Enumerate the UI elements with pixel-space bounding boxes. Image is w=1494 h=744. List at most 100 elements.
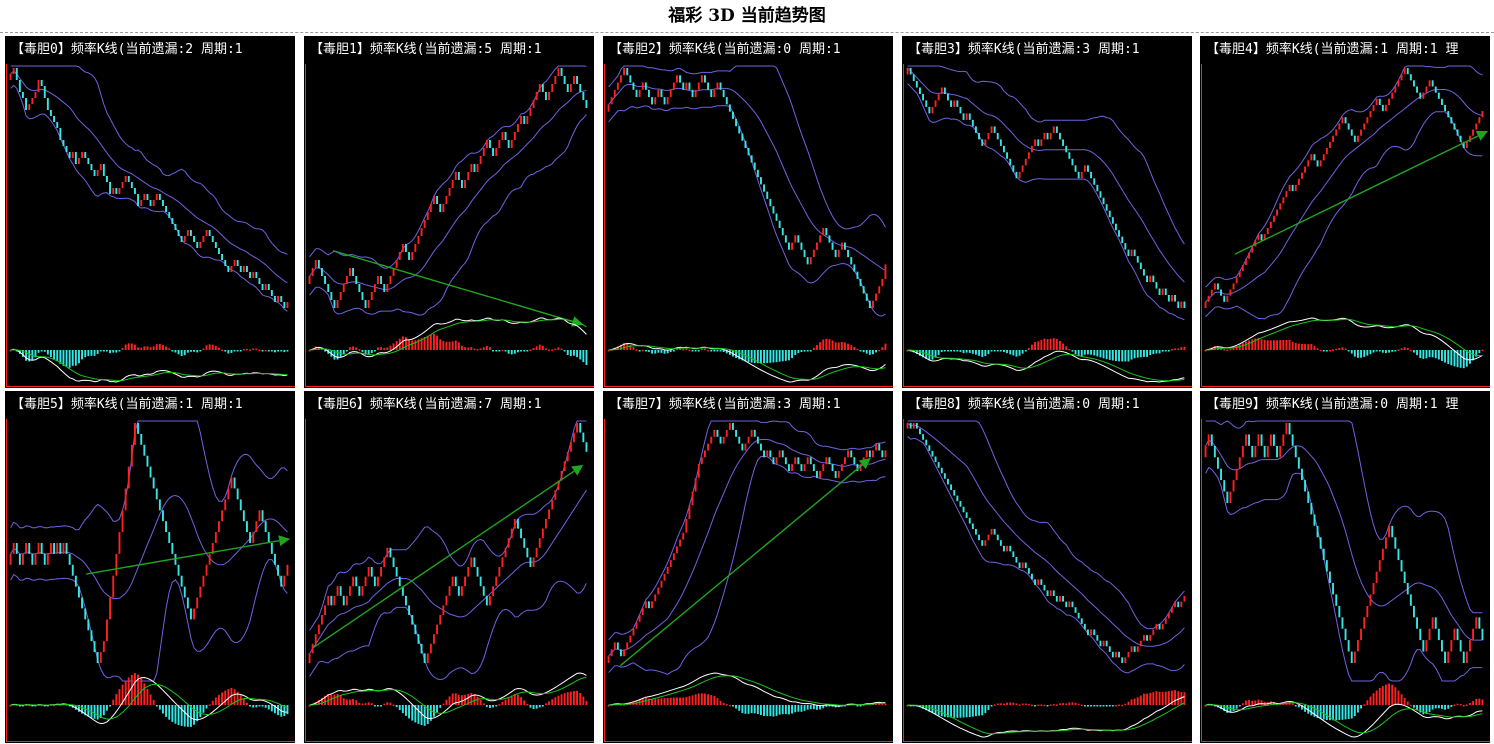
candle xyxy=(1319,160,1322,167)
trend-arrow-head xyxy=(1475,130,1488,141)
oscillator-bar xyxy=(704,348,706,351)
oscillator-bar xyxy=(1074,350,1077,354)
candle xyxy=(1171,295,1173,302)
oscillator-bar xyxy=(529,705,532,708)
oscillator-bar xyxy=(1248,340,1250,350)
candle xyxy=(635,89,638,98)
candle xyxy=(1223,295,1226,302)
candle xyxy=(1447,111,1450,118)
oscillator-bar xyxy=(797,350,800,354)
candle xyxy=(333,300,336,308)
oscillator-bar xyxy=(1294,705,1297,707)
oscillator-bar xyxy=(1021,350,1024,354)
candle xyxy=(1006,545,1008,552)
candle xyxy=(230,477,233,489)
oscillator-bar xyxy=(445,341,448,350)
candle xyxy=(74,152,77,164)
oscillator-bar xyxy=(364,350,367,355)
oscillator-bar xyxy=(1263,339,1266,350)
candle xyxy=(1027,152,1030,159)
oscillator-bar xyxy=(1009,702,1012,705)
oscillator-bar xyxy=(672,350,675,352)
oscillator-slow-line xyxy=(10,683,288,720)
oscillator-bar xyxy=(828,705,831,707)
candle xyxy=(252,272,255,278)
candle xyxy=(1245,258,1247,265)
candle xyxy=(975,529,977,535)
oscillator-bar xyxy=(937,350,940,355)
oscillator-bar xyxy=(735,705,737,709)
candle xyxy=(607,104,610,112)
candle xyxy=(1475,123,1478,130)
oscillator-bar xyxy=(93,705,96,719)
trend-arrow-head xyxy=(858,457,871,470)
candle xyxy=(22,553,24,565)
oscillator-bar xyxy=(1055,704,1058,706)
oscillator-bar xyxy=(1102,705,1105,707)
oscillator-bar xyxy=(448,696,451,705)
oscillator-bar xyxy=(1301,344,1303,350)
candle xyxy=(999,139,1002,146)
chart-header: 【毒胆7】频率K线(当前遗漏:3 周期:1 xyxy=(609,397,841,412)
candle xyxy=(102,164,105,176)
candle xyxy=(579,423,582,433)
oscillator-bar xyxy=(22,350,24,357)
oscillator-fast-line xyxy=(10,348,288,383)
oscillator-bar xyxy=(648,350,650,352)
candle xyxy=(1266,228,1269,235)
oscillator-bar xyxy=(352,699,354,705)
oscillator-bar xyxy=(607,705,610,707)
candle xyxy=(1006,152,1008,159)
oscillator-bar xyxy=(947,705,949,718)
oscillator-bar xyxy=(1263,701,1266,705)
oscillator-bar xyxy=(1459,350,1462,368)
chart-canvas xyxy=(604,64,893,387)
oscillator-bar xyxy=(386,347,389,350)
candle xyxy=(317,260,320,268)
oscillator-bar xyxy=(448,341,451,350)
oscillator-bar xyxy=(1152,350,1155,354)
oscillator-bar xyxy=(395,705,398,708)
candle xyxy=(1087,165,1089,172)
candle xyxy=(975,126,977,133)
oscillator-bar xyxy=(819,342,821,350)
oscillator-bar xyxy=(725,350,728,354)
oscillator-bar xyxy=(96,705,99,720)
oscillator-bar xyxy=(775,705,778,716)
candle xyxy=(1139,262,1142,270)
candle xyxy=(545,92,547,100)
oscillator-bar xyxy=(990,350,993,352)
candle xyxy=(43,553,46,565)
oscillator-bar xyxy=(476,349,479,351)
oscillator-bar xyxy=(479,348,482,350)
candle xyxy=(352,576,354,587)
oscillator-bar xyxy=(267,705,270,710)
candle xyxy=(909,68,912,75)
oscillator-bar xyxy=(666,350,669,354)
oscillator-bar xyxy=(741,350,744,361)
candle xyxy=(1127,249,1130,257)
candle xyxy=(165,521,167,533)
oscillator-bar xyxy=(794,350,797,355)
candle xyxy=(623,649,625,657)
candle xyxy=(1217,457,1219,469)
candle xyxy=(912,423,915,429)
oscillator-bar xyxy=(137,347,139,350)
oscillator-bar xyxy=(1297,343,1300,350)
candle xyxy=(1360,628,1362,641)
candle xyxy=(682,82,685,90)
candle xyxy=(878,443,881,451)
candle xyxy=(1444,651,1446,663)
candle xyxy=(996,534,999,541)
oscillator-bar xyxy=(208,704,211,706)
oscillator-bar xyxy=(1279,340,1282,350)
oscillator-bar xyxy=(1083,350,1086,355)
oscillator-bar xyxy=(398,705,401,711)
candle xyxy=(1238,271,1241,278)
candle xyxy=(99,652,102,663)
oscillator-bar xyxy=(53,350,55,360)
oscillator-bar xyxy=(177,350,180,355)
candle xyxy=(224,499,227,511)
candle xyxy=(1146,275,1148,283)
candle xyxy=(725,429,728,437)
